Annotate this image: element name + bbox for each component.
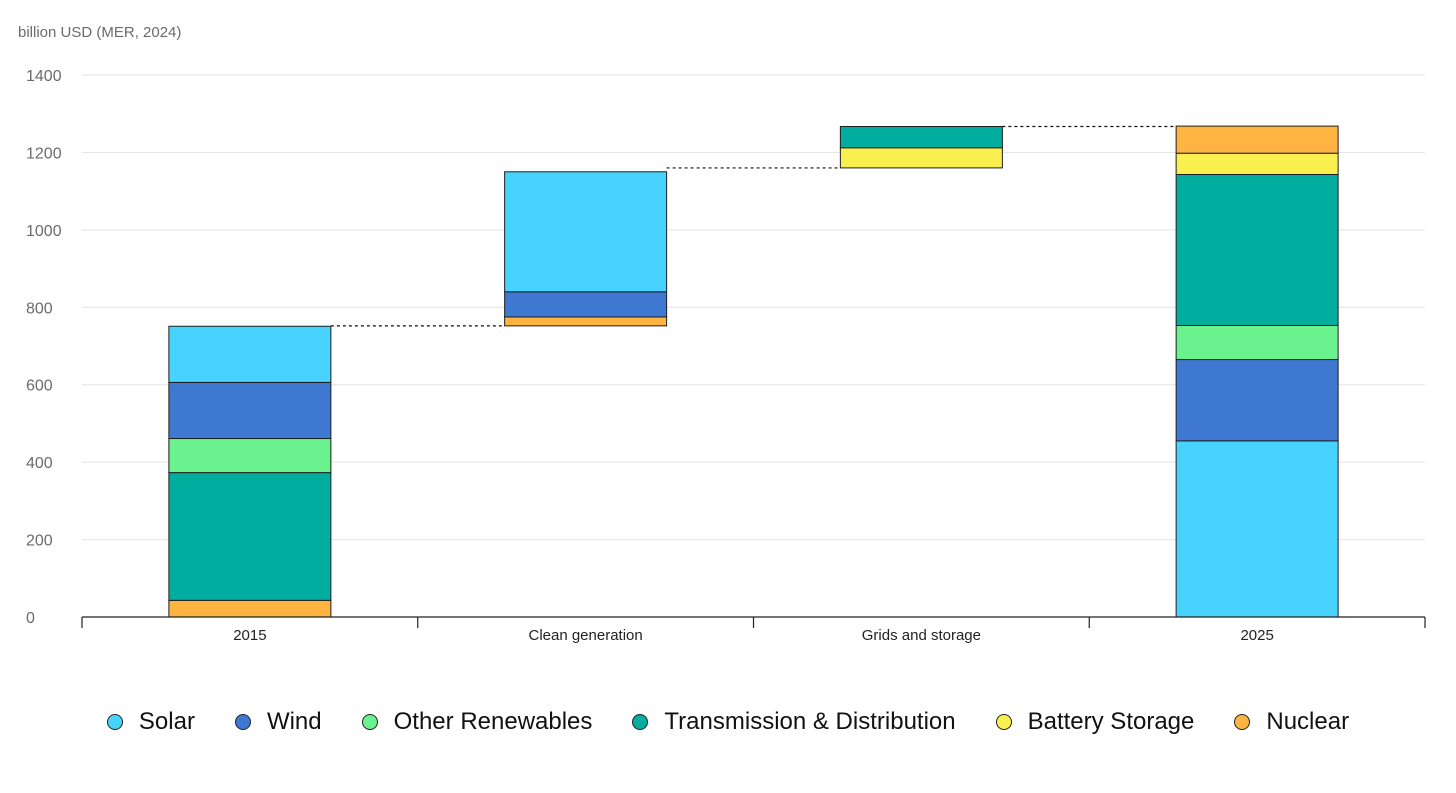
x-tick-label: 2015 bbox=[233, 627, 266, 644]
y-tick-label: 200 bbox=[26, 533, 53, 550]
legend-swatch bbox=[632, 714, 649, 730]
bar-2025-other-renewables bbox=[1175, 324, 1339, 361]
bar-clean-generation-nuclear bbox=[504, 316, 668, 327]
x-tick-label: 2025 bbox=[1240, 627, 1273, 644]
bar-2015-solar bbox=[168, 325, 332, 383]
y-tick-label: 1200 bbox=[26, 145, 62, 162]
legend-label: Wind bbox=[266, 708, 322, 735]
bar-2025-battery-storage bbox=[1175, 152, 1339, 175]
y-axis-ticks: 0 200 400 600 800 1000 1200 1400 bbox=[26, 68, 62, 627]
legend-swatch bbox=[106, 714, 123, 730]
x-axis-ticks: 2015 Clean generation Grids and storage 202… bbox=[233, 627, 1274, 644]
bar-2025-transmission-and-distribution bbox=[1175, 173, 1339, 326]
bar-clean-generation-wind bbox=[504, 291, 668, 318]
legend-label: Nuclear bbox=[1266, 708, 1350, 735]
legend-swatch bbox=[995, 714, 1012, 730]
bar-2015-nuclear bbox=[168, 599, 332, 618]
x-tick-label: Clean generation bbox=[528, 627, 642, 644]
bar-grids-and-storage-transmission-and-distribution bbox=[839, 125, 1003, 149]
bar-2025-solar bbox=[1175, 440, 1339, 618]
bar-grids-and-storage-battery-storage bbox=[839, 147, 1003, 169]
y-tick-label: 600 bbox=[26, 378, 53, 395]
y-tick-label: 800 bbox=[26, 300, 53, 317]
bar-clean-generation-solar bbox=[504, 171, 668, 293]
y-tick-label: 1000 bbox=[26, 223, 62, 240]
bar-2025-wind bbox=[1175, 359, 1339, 442]
x-axis bbox=[81, 616, 1426, 628]
legend-label: Solar bbox=[138, 708, 195, 735]
legend-label: Other Renewables bbox=[393, 708, 593, 735]
legend: Solar Wind Other Renewables Transmission & … bbox=[0, 708, 1456, 736]
waterfall-connectors bbox=[330, 125, 1177, 327]
legend-swatch bbox=[234, 714, 251, 730]
y-tick-label: 0 bbox=[26, 610, 35, 627]
legend-item-solar: Solar bbox=[106, 708, 195, 736]
legend-item-nuclear: Nuclear bbox=[1234, 708, 1349, 736]
x-tick-label: Grids and storage bbox=[862, 627, 981, 644]
y-tick-label: 400 bbox=[26, 455, 53, 472]
bar-2025-nuclear bbox=[1175, 125, 1339, 154]
legend-item-wind: Wind bbox=[234, 708, 322, 736]
y-axis-unit-label: billion USD (MER, 2024) bbox=[18, 24, 181, 41]
legend-item-transmission-and-distribution: Transmission & Distribution bbox=[632, 708, 956, 736]
legend-item-other-renewables: Other Renewables bbox=[361, 708, 593, 736]
bar-2015-wind bbox=[168, 381, 332, 440]
bar-2015-other-renewables bbox=[168, 438, 332, 474]
bars bbox=[168, 125, 1339, 618]
legend-item-battery-storage: Battery Storage bbox=[995, 708, 1195, 736]
bar-2015-transmission-and-distribution bbox=[168, 472, 332, 601]
y-tick-label: 1400 bbox=[26, 68, 62, 85]
legend-swatch bbox=[1234, 714, 1251, 730]
legend-swatch bbox=[361, 714, 378, 730]
legend-label: Battery Storage bbox=[1027, 708, 1195, 735]
legend-label: Transmission & Distribution bbox=[664, 708, 956, 735]
